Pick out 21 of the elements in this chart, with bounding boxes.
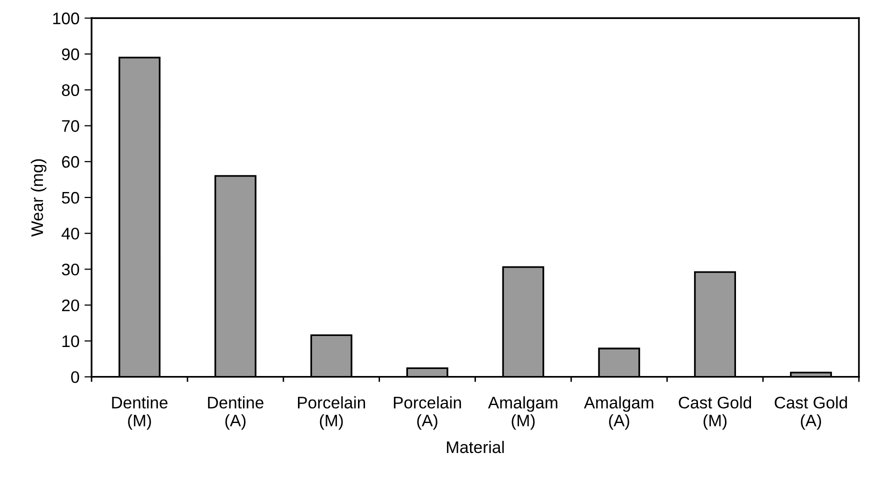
y-axis-title: Wear (mg) <box>30 159 46 237</box>
y-tick-label: 10 <box>62 335 80 348</box>
y-tick-label: 40 <box>62 228 80 240</box>
x-axis-title: Material <box>446 440 504 454</box>
y-tick-label: 50 <box>62 192 80 204</box>
y-tick-label: 70 <box>62 120 80 132</box>
x-tick-label: Porcelain (M) <box>298 396 366 430</box>
x-tick-label: Amalgam (A) <box>584 396 654 430</box>
x-tick-label: Cast Gold (A) <box>774 396 847 430</box>
y-tick-label: 20 <box>62 299 80 312</box>
y-tick-label: 60 <box>62 156 80 168</box>
y-tick-label: 80 <box>62 84 80 96</box>
y-tick-label: 90 <box>62 48 80 60</box>
y-tick-label: 0 <box>71 371 80 384</box>
x-tick-label: Amalgam (M) <box>488 396 558 430</box>
x-tick-label: Cast Gold (M) <box>678 396 752 430</box>
x-tick-label: Dentine (M) <box>112 396 168 430</box>
y-tick-label: 100 <box>53 12 80 24</box>
x-tick-label: Dentine (A) <box>208 396 264 430</box>
y-tick-label: 30 <box>62 264 80 276</box>
x-tick-label: Porcelain (A) <box>394 396 461 430</box>
